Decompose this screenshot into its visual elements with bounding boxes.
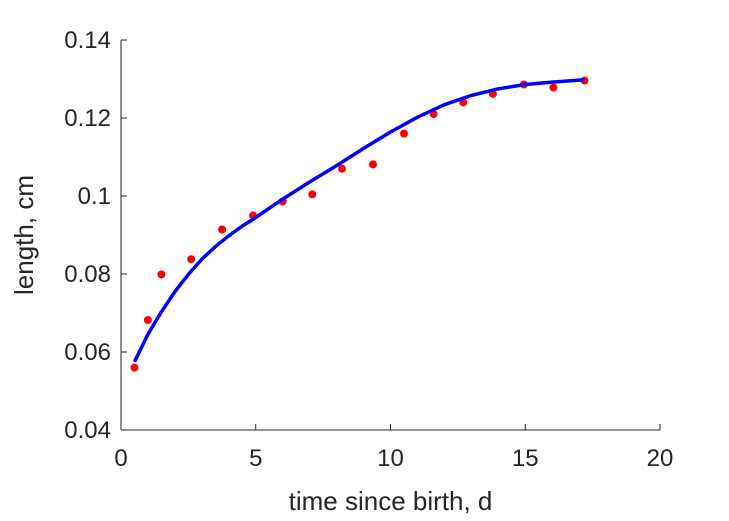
data-point: [187, 255, 196, 264]
y-tick-label: 0.1: [78, 183, 111, 210]
y-tick-label: 0.04: [64, 417, 111, 444]
x-tick-label: 20: [647, 445, 674, 472]
data-point: [338, 164, 346, 173]
y-axis-label: length, cm: [9, 175, 39, 295]
data-point: [157, 270, 166, 279]
data-point: [143, 316, 152, 324]
x-tick-label: 0: [114, 445, 127, 472]
y-tick-label: 0.06: [64, 339, 111, 366]
y-tick-label: 0.14: [64, 27, 111, 54]
x-axis-label: time since birth, d: [289, 486, 493, 516]
data-point: [308, 190, 317, 199]
fit-line: [132, 78, 585, 363]
y-tick-label: 0.12: [64, 105, 111, 132]
data-point: [400, 129, 408, 138]
axes: 0 5 10 15 20 0.04 0.06 0.08 0.1 0.12 0.14: [64, 27, 673, 472]
plot-area: [130, 76, 589, 372]
x-tick-label: 15: [512, 445, 539, 472]
data-point: [549, 83, 558, 92]
x-tick-label: 10: [377, 445, 404, 472]
x-tick-label: 5: [249, 445, 262, 472]
data-point: [130, 363, 139, 372]
data-point: [369, 160, 377, 169]
y-tick-label: 0.08: [64, 261, 111, 288]
data-point: [218, 225, 227, 234]
